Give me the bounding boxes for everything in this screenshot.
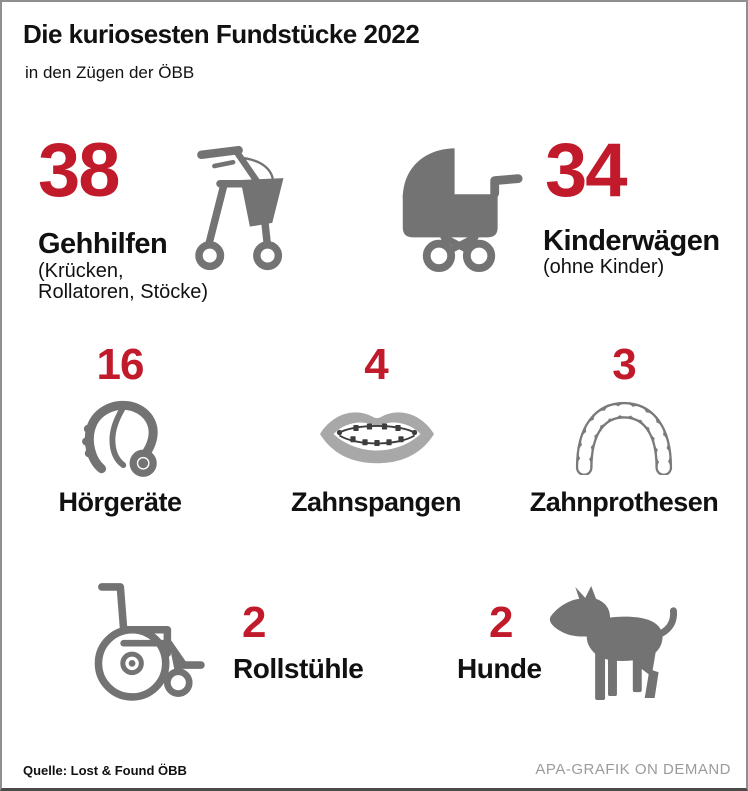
- label-rollstuehle: Rollstühle: [233, 653, 364, 684]
- hearing-aid-icon: [82, 400, 158, 477]
- rollator-icon: [195, 145, 284, 271]
- count-zahnprothesen: 3: [612, 340, 636, 389]
- label-gehhilfen: Gehhilfen: [38, 228, 168, 260]
- wheelchair-icon: [94, 583, 205, 701]
- count-zahnspangen: 4: [364, 340, 388, 389]
- braces-icon: [320, 412, 434, 464]
- count-kinderwaegen: 34: [545, 128, 628, 213]
- dentures-icon: [575, 401, 673, 475]
- sublabel-gehhilfen: (Krücken, Rollatoren, Stöcke): [38, 260, 209, 303]
- sublabel-kinderwaegen: (ohne Kinder): [543, 256, 665, 278]
- label-hoergeraete: Hörgeräte: [58, 487, 182, 517]
- count-hunde: 2: [489, 598, 514, 647]
- count-gehhilfen: 38: [38, 128, 121, 213]
- source-note: Quelle: Lost & Found ÖBB: [23, 763, 187, 778]
- credit-note: APA-GRAFIK ON DEMAND: [535, 761, 731, 778]
- dog-icon: [549, 585, 677, 701]
- pram-icon: [402, 148, 523, 273]
- label-zahnspangen: Zahnspangen: [290, 487, 462, 517]
- label-hunde: Hunde: [457, 653, 542, 684]
- count-rollstuehle: 2: [242, 598, 267, 647]
- count-hoergeraete: 16: [96, 340, 145, 389]
- label-kinderwaegen: Kinderwägen: [543, 225, 720, 257]
- page-subtitle: in den Zügen der ÖBB: [25, 63, 195, 82]
- label-zahnprothesen: Zahnprothesen: [529, 487, 719, 517]
- page-title: Die kuriosesten Fundstücke 2022: [23, 19, 420, 49]
